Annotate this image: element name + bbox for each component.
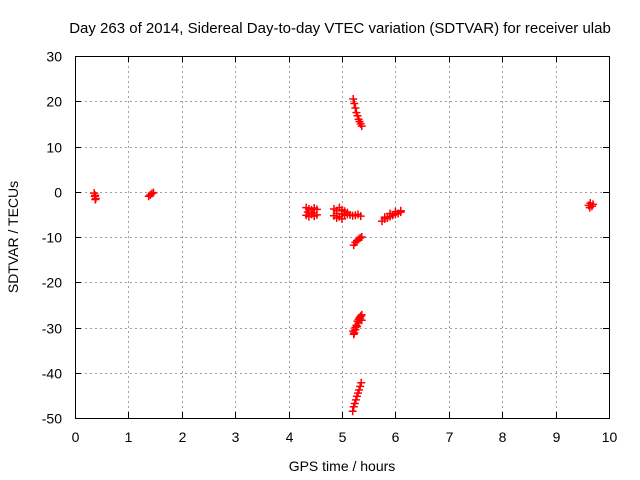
data-point [350,99,359,108]
x-tick-label: 6 [392,429,400,445]
data-point [348,407,357,416]
x-tick-label: 1 [125,429,133,445]
x-tick-label: 9 [553,429,561,445]
data-point [351,104,360,113]
data-point [356,212,365,221]
data-point [356,233,365,242]
y-axis-tick-labels: 30 20 10 0 -10 -20 -30 -40 -50 [42,49,62,427]
data-point [350,399,359,408]
data-point [380,213,389,222]
x-tick-label: 0 [72,429,80,445]
x-axis-label: GPS time / hours [289,458,396,474]
data-point [349,94,358,103]
plot-frame [75,56,610,419]
data-point [357,378,366,387]
y-tick-label: -30 [42,321,62,337]
data-point [91,194,100,203]
x-tick-label: 3 [232,429,240,445]
data-point [355,385,364,394]
data-point [147,189,156,198]
data-point [357,233,366,241]
x-tick-label: 2 [179,429,187,445]
y-tick-label: 20 [46,94,62,110]
x-tick-label: 4 [286,429,294,445]
y-tick-label: 0 [54,185,62,201]
x-tick-label: 10 [602,429,618,445]
chart-title: Day 263 of 2014, Sidereal Day-to-day VTE… [69,20,611,37]
x-tick-label: 5 [339,429,347,445]
data-point [356,312,365,321]
data-point [350,328,359,337]
y-tick-label: 10 [46,140,62,156]
data-points [90,94,597,416]
data-point [149,188,158,197]
data-point [309,208,318,217]
data-point [351,395,360,404]
y-axis-label: SDTVAR / TECUs [5,181,21,293]
data-point [386,209,395,218]
data-point [338,209,346,218]
y-tick-label: -40 [42,366,62,382]
data-point [585,203,594,212]
grid-lines [75,56,609,418]
data-point [391,207,400,216]
y-tick-label: -10 [42,230,62,246]
data-point [356,382,365,391]
data-point [357,122,366,131]
data-point [396,206,405,215]
x-tick-label: 7 [446,429,454,445]
y-tick-label: -20 [42,275,62,291]
x-axis-tick-labels: 0 1 2 3 4 5 6 7 8 9 10 [72,429,618,445]
data-point [352,321,361,330]
data-point [353,111,362,120]
data-point [357,316,366,325]
y-tick-label: 30 [46,49,62,65]
x-tick-label: 8 [499,429,507,445]
y-tick-label: -50 [42,411,62,427]
